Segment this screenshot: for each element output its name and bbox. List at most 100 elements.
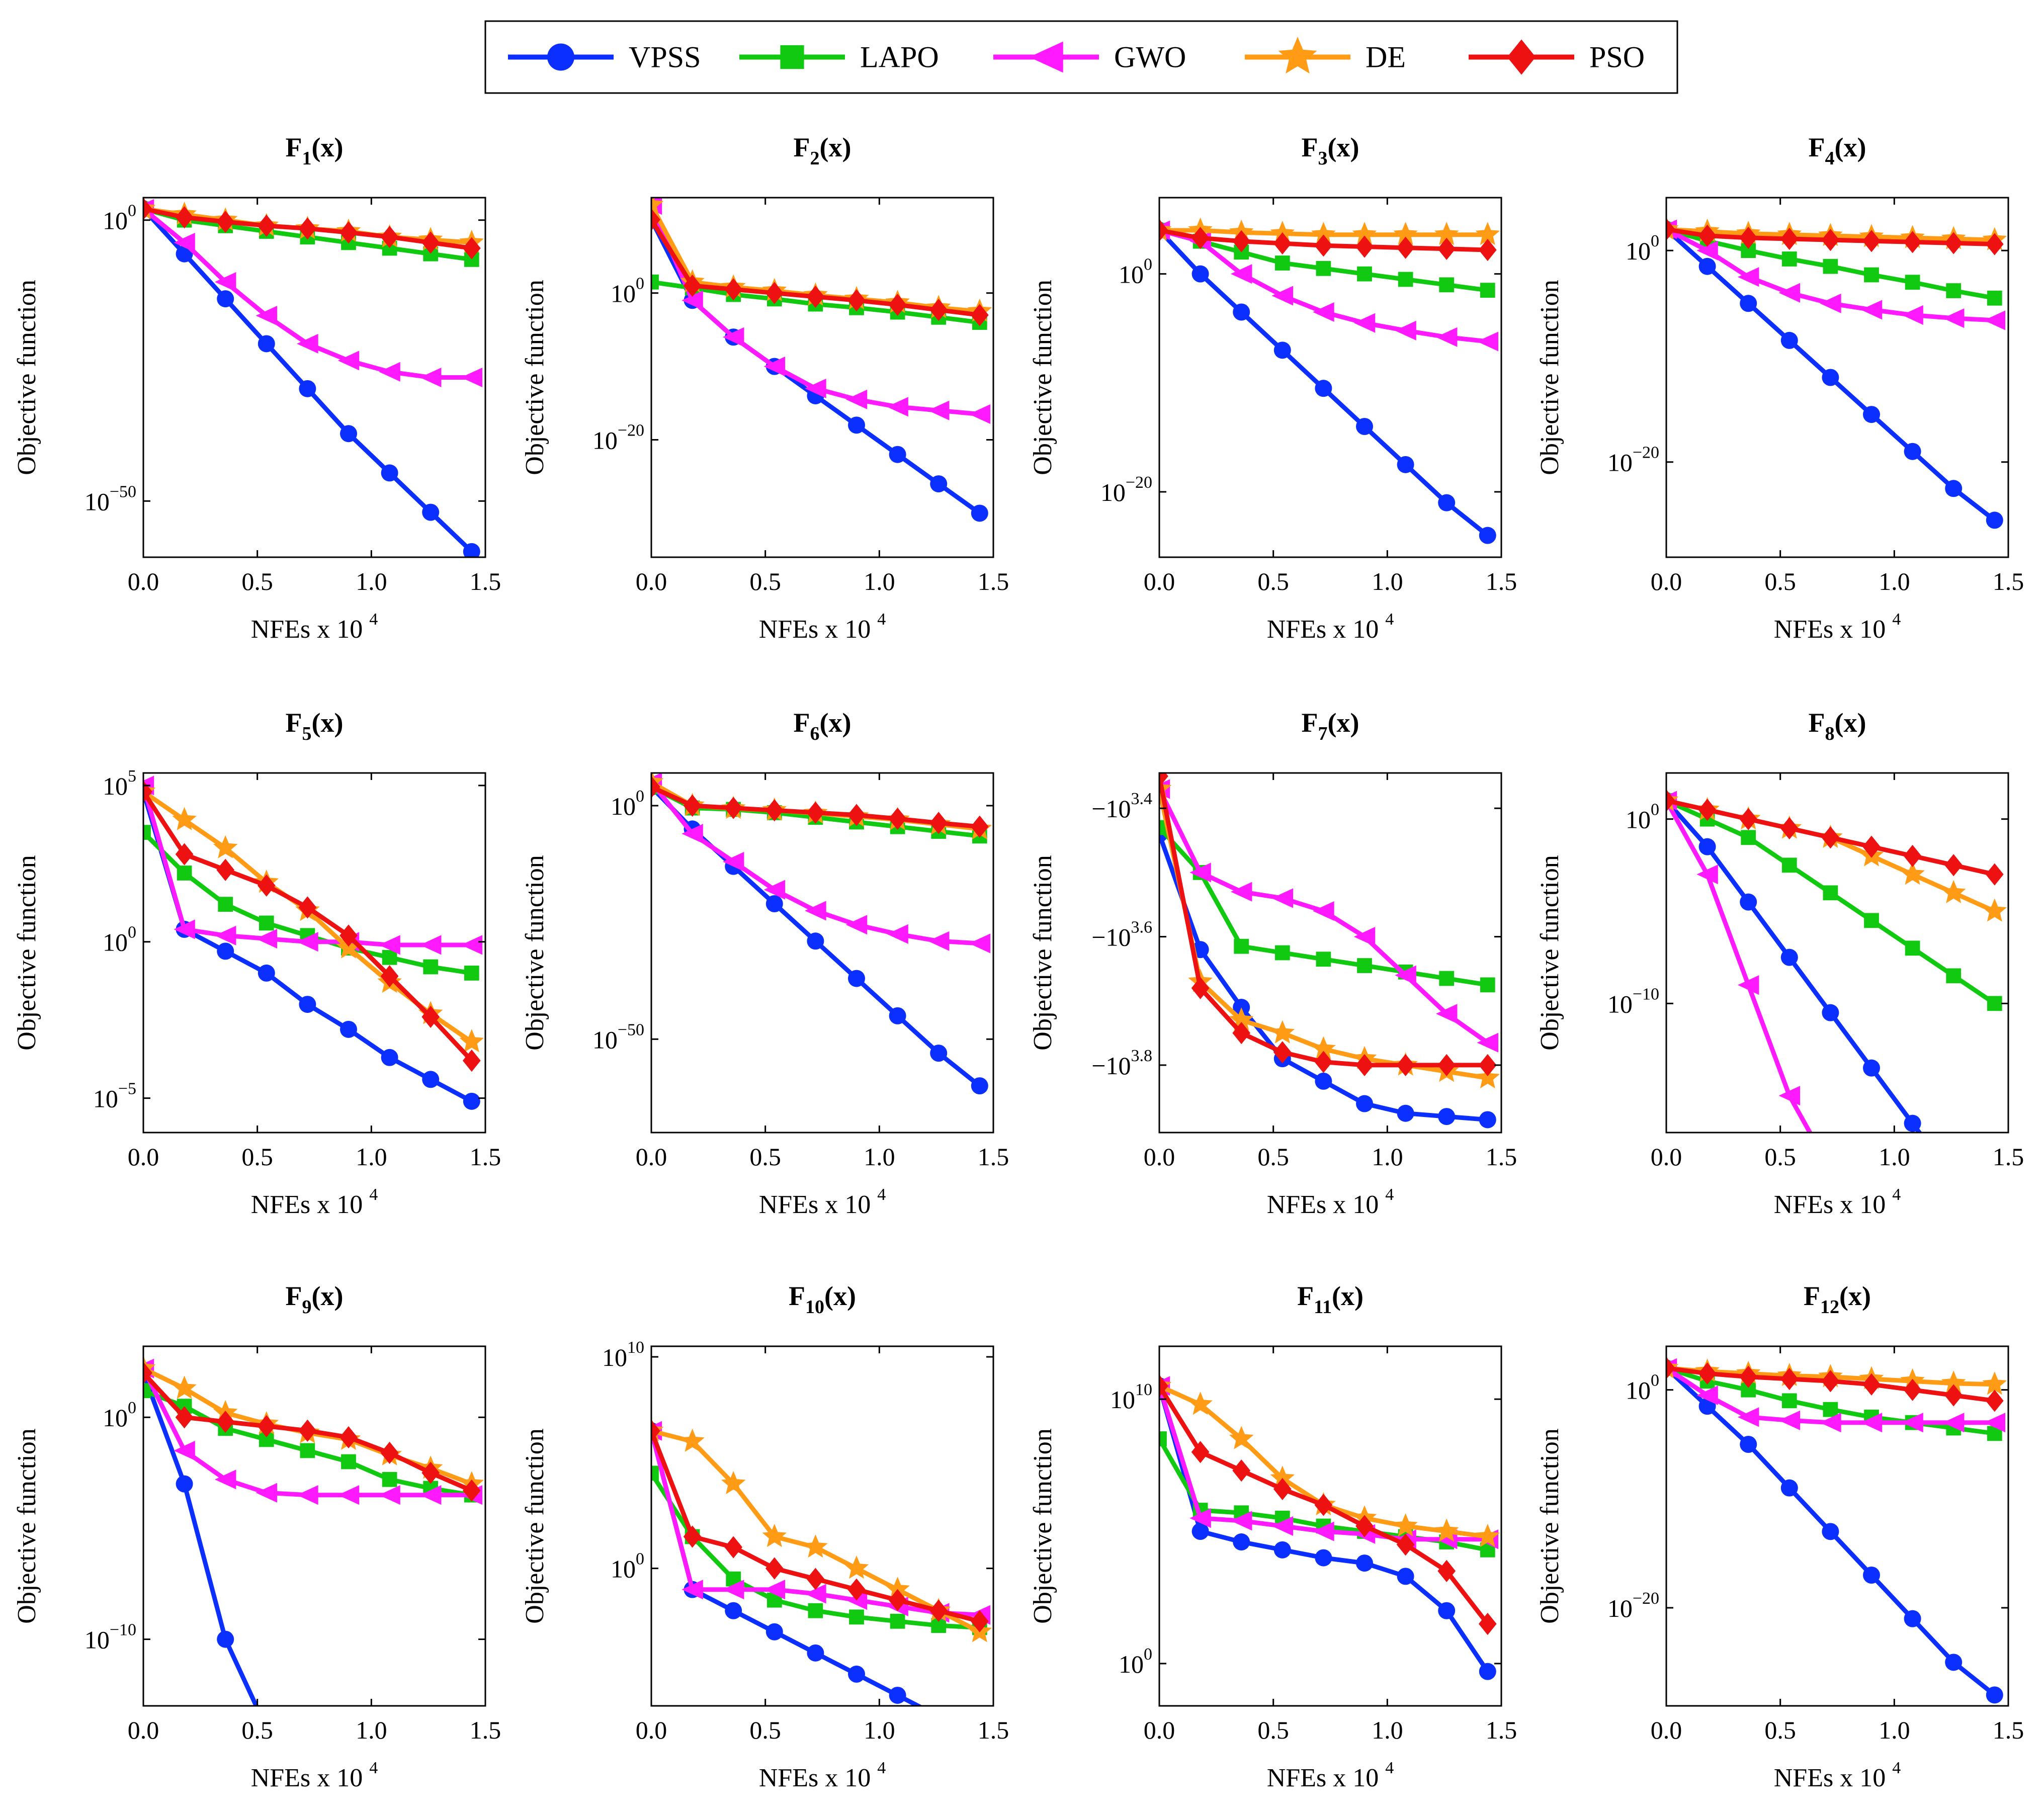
panel-f5-series-lapo: [143, 825, 479, 981]
panel-f3-point-gwo-8: [1477, 331, 1499, 352]
panel-f6-series-pso: [651, 775, 989, 838]
panel-f11-xtick-label: 1.0: [1372, 1716, 1403, 1744]
panel-f2-series-pso: [651, 208, 989, 326]
panel-f11-point-de-1: [1188, 1392, 1213, 1415]
panel-f3-xlabel: NFEs x 10 4: [1267, 610, 1394, 644]
panel-f4-point-pso-4: [1821, 229, 1840, 251]
panel-f4-point-vpss-4: [1822, 369, 1839, 386]
panel-f2-ylabel: Objective function: [521, 280, 549, 475]
panel-f11-point-pso-8: [1478, 1612, 1497, 1635]
panel-f8-point-vpss-3: [1780, 948, 1798, 966]
panel-f4-xtick-label: 0.0: [1651, 567, 1682, 595]
panel-f11-xlabel: NFEs x 10 4: [1267, 1759, 1394, 1792]
panel-f3-point-pso-3: [1273, 232, 1292, 255]
panel-f11-point-pso-3: [1273, 1478, 1292, 1500]
panel-f12-point-gwo-7: [1942, 1413, 1965, 1433]
panel-f9-xtick-label: 1.0: [356, 1716, 387, 1744]
panel-f3-point-gwo-4: [1313, 302, 1334, 322]
panel-f7-point-pso-8: [1478, 1054, 1497, 1077]
panel-f9-point-de-1: [172, 1375, 197, 1399]
panel-f12-series-pso: [1666, 1357, 2004, 1412]
legend-label-vpss: VPSS: [629, 41, 701, 74]
panel-f8-point-de-8: [1982, 898, 2007, 922]
panel-f8-plot-area: [1666, 788, 2007, 1235]
panel-f7-point-gwo-4: [1313, 901, 1334, 921]
panel-f6: F6(x) 0.0 0.5 1.0 1.5 100 10−50 NFEs x 10 4 Obje…: [521, 708, 1009, 1219]
panel-f3: F3(x) 0.0 0.5 1.0 1.5 100 10−20 NFEs x 10 4 Obje…: [1029, 132, 1517, 644]
panel-f12-point-pso-7: [1944, 1384, 1963, 1407]
panel-f4-point-lapo-7: [1946, 283, 1962, 298]
panel-f4-point-gwo-8: [1984, 310, 2006, 330]
panel-f6-point-gwo-7: [927, 931, 950, 951]
panel-f9-xtick-label: 0.5: [241, 1716, 273, 1744]
panel-f8-point-gwo-3: [1778, 1086, 1801, 1106]
panel-f7-xtick-label: 1.0: [1372, 1143, 1403, 1171]
panel-f8-xtick-label: 1.5: [1993, 1143, 2024, 1171]
panel-f4-point-lapo-4: [1823, 258, 1838, 274]
panel-f11-xtick-label: 0.5: [1257, 1716, 1289, 1744]
panel-f3-point-lapo-7: [1439, 277, 1455, 293]
panel-f9-title: F9(x): [286, 1281, 344, 1318]
panel-f7-line-de: [1159, 788, 1488, 1080]
panel-f1-point-gwo-1: [174, 232, 195, 252]
panel-f7-ylabel: Objective function: [1029, 855, 1057, 1050]
panel-f4-ytick-label: 10−20: [1607, 444, 1659, 477]
panel-f11-ytick-label: 1010: [1110, 1380, 1152, 1414]
panel-f1-point-pso-0: [143, 198, 152, 220]
panel-f6-point-pso-1: [683, 794, 702, 817]
panel-f12-point-vpss-5: [1863, 1567, 1880, 1584]
panel-f7-point-pso-7: [1437, 1054, 1456, 1077]
legend-label-pso: PSO: [1589, 41, 1645, 74]
panel-f8-xtick-label: 0.5: [1764, 1143, 1796, 1171]
panel-f12-xtick-label: 0.0: [1651, 1716, 1682, 1744]
panel-f3-point-de-5: [1352, 222, 1377, 245]
panel-f5-point-pso-6: [380, 965, 399, 988]
panel-f4-point-vpss-7: [1945, 480, 1963, 497]
panel-f7-line-pso: [1159, 775, 1488, 1068]
panel-f12-point-pso-4: [1821, 1370, 1840, 1393]
panel-f7-point-de-8: [1475, 1065, 1500, 1089]
panel-f5-point-vpss-4: [299, 996, 316, 1013]
panel-f8-point-lapo-7: [1946, 968, 1962, 984]
panel-f1: F1(x) 0.0 0.5 1.0 1.5 100 10−50 NFEs x 10 4 Obje…: [13, 132, 501, 644]
panel-f3-point-pso-7: [1437, 237, 1456, 260]
panel-f5-point-vpss-3: [258, 964, 275, 982]
panel-f8-point-de-6: [1900, 861, 1925, 885]
legend-marker-de: [1278, 37, 1317, 74]
legend-label-lapo: LAPO: [860, 41, 939, 74]
panel-f9: F9(x) 0.0 0.5 1.0 1.5 100 10−10 NFEs x 10 4 Obje…: [13, 1281, 501, 1792]
panel-f12-point-lapo-4: [1823, 1402, 1838, 1417]
panel-f4-point-gwo-6: [1902, 305, 1923, 325]
panel-f10-point-vpss-5: [848, 1665, 865, 1683]
panel-f3-point-pso-4: [1314, 234, 1333, 257]
panel-f1-point-gwo-3: [256, 306, 278, 326]
panel-f10-point-pso-3: [765, 1557, 784, 1580]
panel-f5-point-vpss-7: [422, 1071, 440, 1088]
panel-f4-xlabel: NFEs x 10 4: [1774, 610, 1901, 644]
panel-f9-point-pso-6: [380, 1441, 399, 1464]
panel-f8-point-gwo-8: [1984, 1215, 2006, 1235]
panel-f2-ytick-label: 10−20: [592, 421, 644, 455]
panel-f12-point-pso-5: [1862, 1373, 1881, 1396]
panel-f11-point-pso-7: [1437, 1560, 1456, 1582]
panel-f2-plot-area: [651, 198, 992, 522]
panel-f8-point-pso-2: [1739, 808, 1758, 830]
panel-f7-point-gwo-3: [1271, 888, 1294, 908]
panel-f10-point-lapo-5: [849, 1609, 864, 1625]
legend-entry-lapo: LAPO: [739, 41, 939, 74]
panel-f3-point-vpss-5: [1356, 418, 1373, 435]
panel-f10-point-vpss-2: [725, 1602, 742, 1619]
panel-f9-point-pso-1: [175, 1406, 194, 1429]
panel-f3-point-vpss-3: [1273, 341, 1291, 359]
panel-f5-frame: [142, 772, 486, 1134]
panel-f7-point-vpss-2: [1233, 999, 1250, 1016]
panel-f6-point-vpss-4: [807, 932, 824, 950]
panel-f2: F2(x) 0.0 0.5 1.0 1.5 100 10−20 NFEs x 10 4 Obje…: [521, 132, 1009, 644]
panel-f6-xtick-label: 1.5: [978, 1143, 1009, 1171]
panel-f6-ytick-label: 100: [611, 787, 644, 820]
panel-f11-point-vpss-6: [1397, 1568, 1414, 1585]
panel-f1-point-pso-7: [421, 231, 440, 254]
panel-f4-ylabel: Objective function: [1536, 280, 1564, 475]
panel-f7-xlabel: NFEs x 10 4: [1267, 1185, 1394, 1219]
